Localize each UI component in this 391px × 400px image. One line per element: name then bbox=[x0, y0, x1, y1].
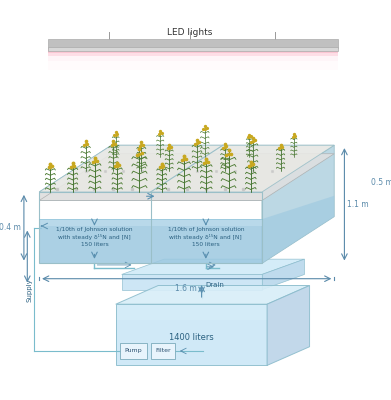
Bar bbox=[116, 320, 267, 366]
Bar bbox=[48, 39, 339, 48]
Text: Filter: Filter bbox=[156, 348, 171, 354]
Bar bbox=[116, 304, 267, 366]
Bar bbox=[48, 52, 339, 56]
Text: Pump: Pump bbox=[125, 348, 142, 354]
Text: 1/10th of Johnson solution
with steady δ¹⁵N and [N]
150 liters: 1/10th of Johnson solution with steady δ… bbox=[56, 227, 133, 247]
Bar bbox=[48, 49, 339, 52]
Bar bbox=[122, 274, 262, 290]
Bar bbox=[48, 61, 339, 70]
Polygon shape bbox=[39, 154, 334, 200]
Polygon shape bbox=[39, 145, 334, 192]
Text: 1400 liters: 1400 liters bbox=[169, 333, 214, 342]
Polygon shape bbox=[262, 145, 334, 264]
Bar bbox=[48, 48, 339, 51]
Bar bbox=[151, 343, 175, 359]
Bar bbox=[39, 219, 262, 264]
Text: 1.1 m: 1.1 m bbox=[347, 200, 369, 209]
Bar bbox=[39, 192, 262, 264]
Text: LED lights: LED lights bbox=[167, 28, 212, 37]
Bar bbox=[39, 192, 262, 200]
Polygon shape bbox=[262, 196, 334, 264]
Text: Drain: Drain bbox=[205, 282, 224, 288]
Text: 1/10th of Johnson solution
with steady δ¹⁵N and [N]
150 liters: 1/10th of Johnson solution with steady δ… bbox=[168, 227, 244, 247]
Text: 1.6 m: 1.6 m bbox=[176, 284, 197, 293]
Bar bbox=[39, 219, 262, 226]
Text: Supply: Supply bbox=[27, 278, 32, 302]
Bar bbox=[120, 343, 147, 359]
Text: 0.4 m: 0.4 m bbox=[0, 223, 22, 232]
Bar bbox=[48, 56, 339, 61]
Polygon shape bbox=[267, 286, 310, 366]
Polygon shape bbox=[116, 286, 310, 304]
Polygon shape bbox=[262, 259, 305, 290]
Polygon shape bbox=[122, 259, 305, 274]
Text: 0.5 m: 0.5 m bbox=[371, 178, 391, 187]
Polygon shape bbox=[39, 145, 334, 192]
